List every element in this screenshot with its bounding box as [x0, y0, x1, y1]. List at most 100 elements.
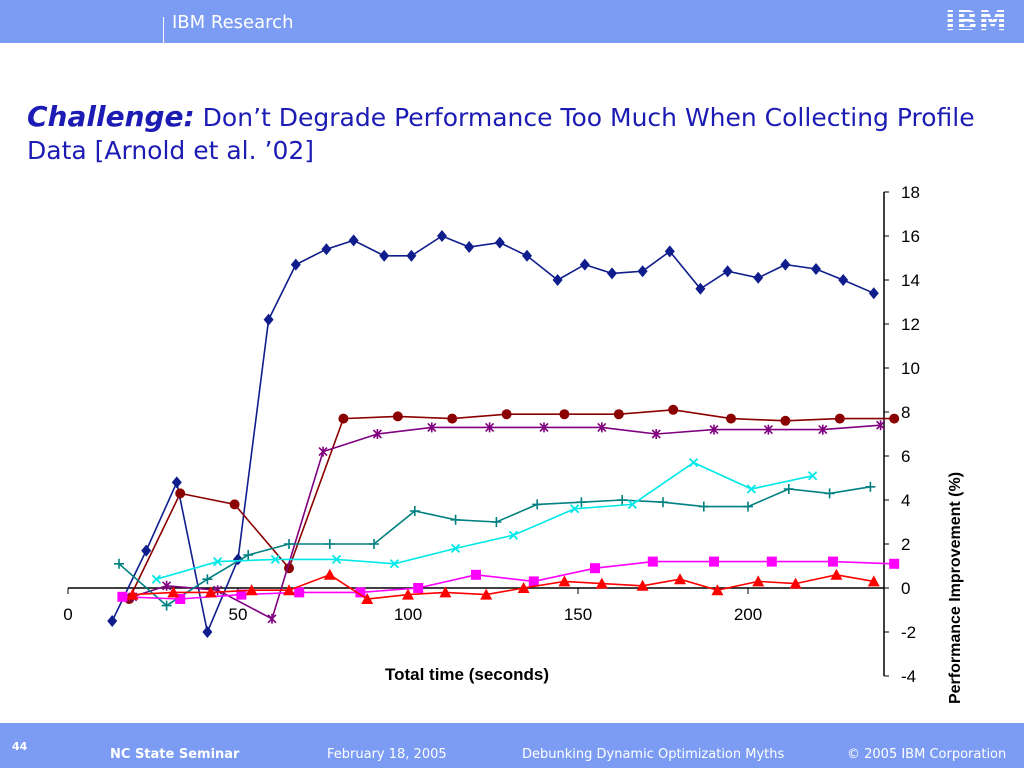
x-tick-label: 50 — [229, 605, 248, 624]
data-point — [402, 588, 414, 600]
data-point — [651, 429, 661, 439]
data-point — [161, 600, 172, 611]
data-point — [834, 413, 845, 424]
footer-event: NC State Seminar — [110, 747, 240, 762]
data-point — [151, 574, 162, 584]
data-point — [539, 422, 549, 433]
data-point — [528, 576, 539, 587]
data-point — [202, 574, 213, 585]
data-point — [867, 575, 880, 587]
slide-title-rest: Don’t Degrade Performance Too Much When … — [27, 103, 975, 165]
data-point — [480, 588, 493, 600]
data-point — [818, 424, 828, 435]
data-point — [323, 568, 336, 580]
footer-bar: 44 NC State Seminar February 18, 2005 De… — [0, 723, 1024, 768]
data-point — [688, 457, 699, 468]
data-point — [348, 234, 359, 247]
y-tick-label: -4 — [901, 667, 916, 686]
data-point — [294, 587, 305, 598]
series-line — [111, 235, 875, 635]
footer-talk: Debunking Dynamic Optimization Myths — [522, 747, 785, 762]
data-point — [413, 583, 424, 593]
data-point — [212, 556, 223, 567]
data-point — [372, 429, 382, 439]
data-point — [321, 243, 332, 256]
series-7 — [126, 568, 880, 604]
data-point — [617, 495, 628, 505]
series-1 — [107, 230, 879, 638]
x-tick-label: 0 — [63, 605, 72, 624]
series-line — [128, 408, 895, 600]
data-point — [664, 245, 675, 258]
data-point — [471, 569, 481, 580]
y-tick-label: 14 — [901, 271, 920, 290]
data-point — [552, 274, 563, 286]
data-point — [167, 586, 180, 598]
header-brand: IBM Research — [172, 12, 294, 33]
x-tick-label: 200 — [734, 605, 762, 624]
data-point — [753, 271, 764, 284]
data-point — [830, 568, 843, 580]
data-point — [722, 265, 733, 278]
data-point — [558, 575, 571, 587]
data-point — [427, 422, 437, 433]
data-point — [658, 497, 668, 508]
data-point — [107, 615, 118, 627]
data-point — [406, 249, 417, 262]
performance-chart: 0 50 100 150 200 18 16 14 12 10 8 6 4 2 0 -2 -4 Total ti… — [63, 183, 964, 704]
data-point — [379, 249, 390, 262]
data-point — [807, 471, 818, 481]
data-point — [698, 501, 709, 512]
data-point — [668, 404, 679, 415]
data-point — [175, 594, 186, 604]
data-point — [709, 556, 719, 567]
data-point — [746, 484, 757, 494]
y-tick-label: -2 — [901, 623, 916, 642]
data-point — [409, 506, 420, 516]
data-point — [766, 556, 777, 567]
data-point — [245, 584, 258, 596]
series-line — [156, 461, 813, 580]
data-point — [579, 258, 590, 271]
data-point — [392, 411, 403, 422]
slide-title-lead: Challenge: — [27, 100, 195, 133]
data-point — [229, 499, 240, 510]
data-point — [243, 550, 254, 560]
data-point — [508, 530, 519, 540]
data-point — [141, 544, 152, 557]
data-point — [464, 241, 475, 253]
data-point — [711, 584, 724, 596]
data-point — [695, 282, 706, 295]
data-point — [284, 539, 294, 549]
data-point — [868, 287, 879, 300]
data-point — [171, 476, 182, 489]
data-point — [450, 514, 461, 525]
y-tick-label: 10 — [901, 359, 920, 378]
data-point — [876, 420, 886, 431]
data-point — [828, 556, 838, 567]
data-point — [355, 587, 366, 598]
data-point — [726, 413, 736, 424]
data-point — [437, 230, 447, 242]
data-point — [709, 424, 719, 435]
slide-title: Challenge: Don’t Degrade Performance Too… — [27, 100, 987, 167]
data-point — [789, 577, 802, 589]
data-point — [865, 481, 876, 492]
x-tick-label: 150 — [564, 605, 592, 624]
data-point — [162, 580, 172, 591]
data-point — [117, 591, 128, 602]
page-number: 44 — [12, 740, 28, 753]
data-point — [175, 488, 186, 499]
data-point — [559, 409, 570, 420]
data-point — [267, 613, 277, 624]
data-point — [501, 409, 512, 420]
data-point — [889, 558, 900, 569]
chart-axes: 0 50 100 150 200 18 16 14 12 10 8 6 4 2 0 -2 -4 — [63, 183, 920, 686]
data-point — [114, 558, 124, 569]
data-point — [595, 577, 608, 589]
data-point — [494, 236, 505, 249]
data-point — [811, 263, 821, 275]
data-point — [613, 409, 624, 420]
data-point — [824, 488, 835, 499]
data-point — [522, 249, 532, 262]
